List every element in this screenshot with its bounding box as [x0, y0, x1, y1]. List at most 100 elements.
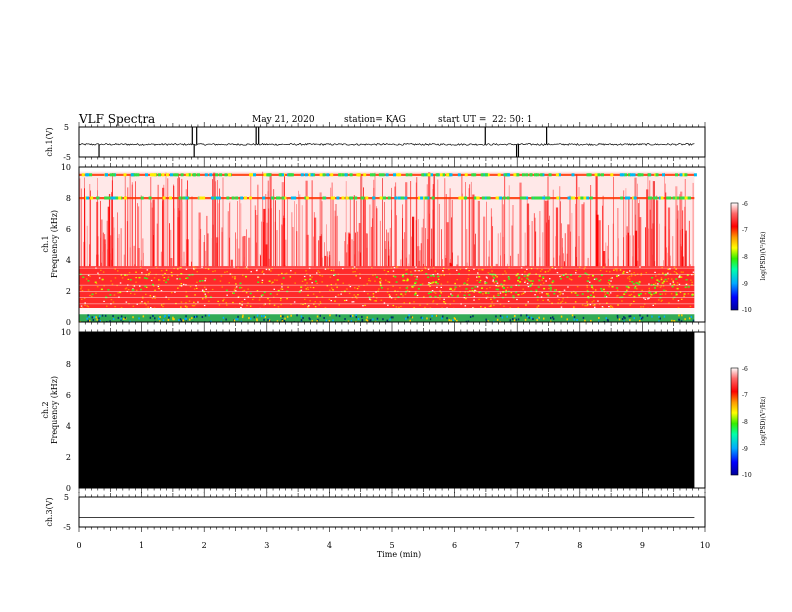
- spec-speckle: [484, 283, 486, 285]
- spec-speckle: [387, 271, 389, 273]
- spec-speckle: [301, 280, 304, 282]
- spec-speckle: [589, 281, 591, 283]
- spec-low-speckle: [98, 317, 100, 320]
- spec-green: [664, 278, 667, 281]
- spec-streak: [165, 172, 167, 267]
- spec-green: [515, 274, 518, 277]
- spec-streak: [547, 200, 548, 267]
- spec-low-speckle: [671, 319, 673, 322]
- spec-speckle: [487, 272, 490, 274]
- spec-speckle: [139, 267, 142, 269]
- spec-speckle: [329, 276, 332, 278]
- spec-low-speckle: [196, 315, 198, 318]
- spec-green: [430, 275, 433, 277]
- spec-speckle: [527, 278, 530, 280]
- spec-green: [465, 288, 468, 290]
- spec-line-speckle: [506, 196, 510, 200]
- spec-speckle: [207, 291, 210, 294]
- spec-line-speckle: [249, 196, 252, 200]
- spec-line-speckle: [153, 173, 157, 177]
- spec-speckle: [171, 292, 173, 294]
- spec-speckle: [330, 284, 333, 286]
- spec-line-speckle: [533, 196, 537, 200]
- spec-speckle: [406, 277, 409, 280]
- spec-streak: [106, 220, 108, 267]
- spec-green: [679, 276, 682, 278]
- spec-green: [675, 293, 678, 296]
- spec-speckle: [488, 305, 491, 307]
- spec-speckle: [158, 284, 160, 286]
- spec-speckle: [258, 299, 261, 301]
- spec-streak: [534, 217, 536, 267]
- spec-speckle: [154, 297, 156, 299]
- spec-speckle: [436, 303, 438, 305]
- spec-speckle: [527, 301, 529, 303]
- spec-green: [529, 285, 532, 288]
- spec-green: [395, 281, 398, 283]
- spec-speckle: [395, 306, 398, 308]
- spec-low-speckle: [357, 318, 360, 320]
- spec-speckle: [660, 277, 663, 279]
- spec-low-speckle: [158, 317, 160, 320]
- spec-streak: [633, 235, 634, 267]
- spec-streak: [451, 217, 452, 267]
- spec-speckle: [560, 292, 562, 294]
- spec-streak: [335, 204, 337, 267]
- spec-line-speckle: [341, 196, 345, 200]
- spec-speckle: [609, 306, 612, 308]
- spec-streak: [452, 252, 453, 267]
- spec-streak: [345, 232, 347, 267]
- spec-streak: [386, 229, 387, 267]
- spec-speckle: [403, 279, 406, 282]
- spec-low-speckle: [550, 317, 552, 319]
- spec-low-speckle: [372, 318, 374, 321]
- spec-speckle: [388, 281, 391, 283]
- spec-line-speckle: [435, 173, 439, 177]
- spec-streak: [415, 220, 417, 267]
- spec-streak: [400, 259, 402, 267]
- spec-green: [451, 294, 454, 297]
- spec-speckle: [655, 282, 657, 284]
- spec-streak: [287, 199, 288, 267]
- spec-green: [655, 292, 657, 294]
- spec-streak: [631, 197, 633, 267]
- spec-line-speckle: [162, 196, 166, 200]
- spec-line-speckle: [363, 173, 367, 177]
- spec-low-speckle: [623, 316, 625, 319]
- spec-streak: [276, 230, 278, 267]
- spec-streak: [507, 263, 508, 267]
- spec-streak: [89, 184, 91, 267]
- spec-speckle: [314, 306, 317, 308]
- spec-green: [199, 280, 201, 282]
- spec-low-speckle: [409, 319, 411, 322]
- spec-green: [543, 287, 546, 290]
- spec-low-speckle: [120, 317, 122, 320]
- spec-streak: [434, 175, 435, 267]
- spec-speckle: [204, 280, 206, 282]
- spec-speckle: [114, 277, 117, 279]
- spec-speckle: [409, 302, 411, 304]
- spec-line-speckle: [341, 173, 345, 177]
- spec-streak: [282, 226, 285, 267]
- spec-line-speckle: [547, 196, 551, 200]
- spec-streak: [483, 216, 486, 267]
- spec-speckle: [573, 306, 575, 308]
- spec-streak: [105, 244, 106, 267]
- spec-streak: [663, 260, 664, 267]
- spec-speckle: [525, 304, 527, 306]
- spec-speckle: [373, 300, 376, 302]
- spec-streak: [373, 187, 375, 267]
- spec-speckle: [529, 272, 531, 274]
- spec-speckle: [188, 300, 191, 302]
- spec-green: [430, 291, 433, 293]
- spec-speckle: [467, 291, 469, 293]
- spec-speckle: [214, 270, 216, 272]
- spec-streak: [445, 194, 447, 267]
- spec-line-speckle: [679, 173, 683, 177]
- spec-speckle: [626, 289, 628, 291]
- spec-streak: [374, 172, 376, 267]
- spec-speckle: [369, 280, 372, 282]
- spec-speckle: [633, 291, 635, 293]
- spec-streak: [259, 253, 261, 267]
- spec-low-speckle: [441, 317, 443, 320]
